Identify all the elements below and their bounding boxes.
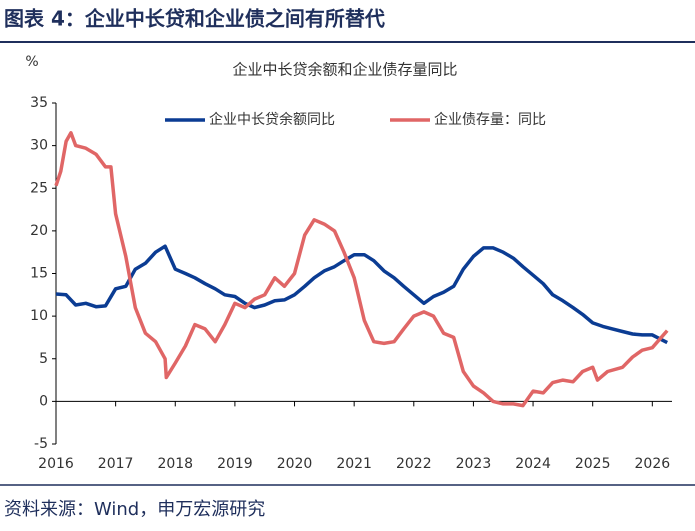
y-tick-label: 20 (30, 223, 48, 239)
page-title: 图表 4：企业中长贷和企业债之间有所替代 (4, 7, 385, 31)
x-tick-label: 2025 (575, 456, 611, 472)
x-tick-label: 2026 (635, 456, 671, 472)
y-tick-label: 10 (30, 308, 48, 324)
x-tick-label: 2019 (217, 456, 253, 472)
x-tick-label: 2021 (336, 456, 372, 472)
chart-title: 企业中长贷余额和企业债存量同比 (232, 61, 457, 79)
y-tick-label: 5 (39, 351, 48, 367)
y-tick-label: 0 (39, 393, 48, 409)
x-tick-label: 2023 (456, 456, 492, 472)
x-tick-label: 2024 (515, 456, 551, 472)
source: 资料来源：Wind，申万宏源研究 (4, 499, 265, 520)
y-tick-label: 15 (30, 266, 48, 282)
x-tick-label: 2020 (277, 456, 313, 472)
x-tick-label: 2018 (157, 456, 193, 472)
legend-label: 企业中长贷余额同比 (209, 111, 335, 128)
y-tick-label: 30 (30, 138, 48, 154)
series-line (54, 131, 669, 408)
x-tick-label: 2022 (396, 456, 432, 472)
legend-label: 企业债存量：同比 (434, 111, 546, 128)
y-tick-label: 25 (30, 180, 48, 196)
series-line (55, 244, 669, 345)
y-tick-label: 35 (30, 95, 48, 111)
x-tick-label: 2017 (98, 456, 134, 472)
x-tick-label: 2016 (38, 456, 74, 472)
y-unit: % (25, 54, 38, 70)
y-tick-label: -5 (34, 436, 48, 452)
